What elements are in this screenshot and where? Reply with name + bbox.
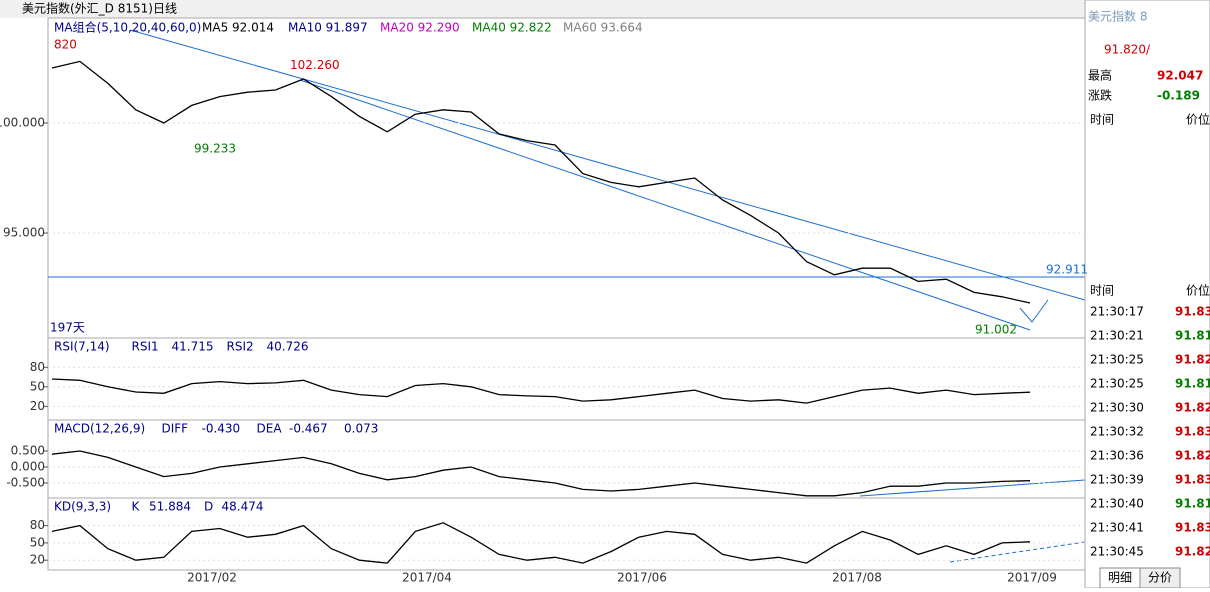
label: 51.884 — [149, 500, 191, 514]
label: 21:30:30 — [1090, 401, 1144, 415]
label: -0.189 — [1157, 89, 1200, 103]
price-annotation: 102.260 — [290, 58, 340, 72]
y-tick-label: -0.500 — [6, 475, 45, 489]
label: -0.467 — [289, 422, 328, 436]
label: 2017/06 — [617, 571, 667, 585]
label: 91.82 — [1175, 401, 1210, 415]
y-tick-label: 100.000 — [0, 115, 45, 129]
label: 21:30:25 — [1090, 377, 1144, 391]
label: 0.073 — [344, 422, 378, 436]
label: MA40 92.822 — [472, 21, 552, 35]
label: 21:30:25 — [1090, 353, 1144, 367]
label: 91.83 — [1175, 425, 1210, 439]
price-annotation: 92.911 — [1046, 262, 1088, 276]
y-tick-label: 0.500 — [11, 444, 45, 458]
label: 21:30:17 — [1090, 305, 1144, 319]
label: 2017/02 — [187, 571, 237, 585]
kd-trend — [949, 541, 1086, 563]
y-tick-label: 20 — [30, 553, 45, 567]
label: 91.82 — [1175, 545, 1210, 559]
y-tick-label: 80 — [30, 360, 45, 374]
label: MA5 92.014 — [202, 21, 274, 35]
label: RSI2 — [227, 340, 254, 354]
label: -0.430 — [202, 422, 241, 436]
label: 91.83 — [1175, 305, 1210, 319]
price-annotation: 99.233 — [194, 141, 236, 155]
macd-trend — [859, 479, 1086, 497]
main-line — [51, 60, 1031, 304]
label: 分价 — [1148, 571, 1172, 585]
label: 21:30:40 — [1090, 497, 1144, 511]
label: 明细 — [1108, 571, 1132, 585]
title-bar — [0, 0, 1085, 18]
label: MA20 92.290 — [380, 21, 460, 35]
label: 91.82 — [1175, 449, 1210, 463]
y-tick-label: 20 — [30, 399, 45, 413]
macd-line — [51, 450, 1031, 497]
label: MA组合(5,10,20,40,60,0) — [54, 20, 201, 35]
rsi-line — [51, 378, 1031, 404]
y-tick-label: 80 — [30, 518, 45, 532]
label: 时间 — [1090, 113, 1114, 127]
label: 91.81 — [1175, 497, 1210, 511]
y-tick-label: 0.000 — [11, 459, 45, 473]
label: 时间 — [1090, 284, 1114, 298]
label: 41.715 — [172, 340, 214, 354]
arrow — [1019, 299, 1049, 323]
label: 91.83 — [1175, 473, 1210, 487]
label: KD(9,3,3) — [54, 500, 111, 514]
channel-upper — [129, 29, 1086, 301]
label: 21:30:39 — [1090, 473, 1144, 487]
label: 最高 — [1088, 68, 1112, 83]
label: 美元指数 8 — [1088, 9, 1147, 24]
label: MACD(12,26,9) — [54, 422, 145, 436]
channel-lower — [299, 79, 1031, 331]
label: 820 — [54, 38, 77, 52]
y-tick-label: 95.000 — [3, 226, 45, 240]
label: MA10 91.897 — [288, 21, 368, 35]
label: 价位 — [1186, 112, 1210, 127]
label: 91.820/ — [1104, 43, 1151, 57]
side-panel — [1084, 0, 1210, 589]
label: 价位 — [1186, 283, 1210, 298]
y-tick-label: 50 — [30, 379, 45, 393]
kd-line — [51, 522, 1031, 564]
label: RSI1 — [132, 340, 159, 354]
label: 91.83 — [1175, 521, 1210, 535]
label: D — [204, 500, 213, 514]
label: DEA — [257, 422, 283, 436]
label: 2017/09 — [1007, 571, 1057, 585]
label: 21:30:32 — [1090, 425, 1144, 439]
label: 美元指数(外汇_D 8151)日线 — [22, 1, 177, 16]
label: 2017/08 — [832, 571, 882, 585]
label: 21:30:21 — [1090, 329, 1144, 343]
label: DIFF — [162, 422, 189, 436]
price-annotation: 91.002 — [975, 323, 1017, 337]
label: 21:30:45 — [1090, 545, 1144, 559]
label: 48.474 — [222, 500, 264, 514]
label: 涨跌 — [1088, 88, 1112, 103]
label: 197天 — [50, 321, 85, 335]
label: 91.81 — [1175, 329, 1210, 343]
label: 40.726 — [267, 340, 309, 354]
label: 21:30:41 — [1090, 521, 1144, 535]
label: MA60 93.664 — [563, 21, 643, 35]
label: K — [132, 500, 141, 514]
y-tick-label: 50 — [30, 535, 45, 549]
label: 92.047 — [1157, 69, 1203, 83]
label: 91.81 — [1175, 377, 1210, 391]
label: RSI(7,14) — [54, 340, 110, 354]
label: 21:30:36 — [1090, 449, 1144, 463]
label: 2017/04 — [402, 571, 452, 585]
label: 91.82 — [1175, 353, 1210, 367]
